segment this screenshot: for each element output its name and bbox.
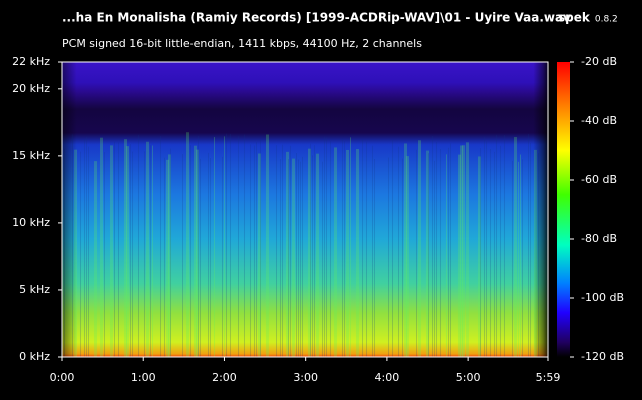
y-tick-label: 20 kHz xyxy=(12,82,50,95)
subtitle: PCM signed 16-bit little-endian, 1411 kb… xyxy=(62,37,422,50)
file-title: ...ha En Monalisha (Ramiy Records) [1999… xyxy=(62,11,571,25)
y-tick-label: 10 kHz xyxy=(12,216,50,229)
color-tick-label: -100 dB xyxy=(581,291,624,304)
color-bar xyxy=(557,62,570,357)
y-tick-label: 0 kHz xyxy=(19,350,50,363)
color-tick-label: -20 dB xyxy=(581,55,617,68)
color-tick-label: -60 dB xyxy=(581,173,617,186)
app-version: 0.8.2 xyxy=(595,15,618,25)
x-tick-label: 0:00 xyxy=(50,371,75,384)
y-tick-label: 15 kHz xyxy=(12,149,50,162)
plot-border xyxy=(61,61,549,358)
color-tick-label: -40 dB xyxy=(581,114,617,127)
x-tick-label: 5:00 xyxy=(456,371,481,384)
color-tick-label: -120 dB xyxy=(581,350,624,363)
y-tick-label: 22 kHz xyxy=(12,55,50,68)
x-tick-label: 3:00 xyxy=(293,371,318,384)
x-tick-label: 5:59 xyxy=(536,371,561,384)
x-tick-label: 4:00 xyxy=(375,371,400,384)
spectrum-fade xyxy=(62,62,548,357)
x-tick-label: 2:00 xyxy=(212,371,237,384)
y-tick-label: 5 kHz xyxy=(19,283,50,296)
color-tick-label: -80 dB xyxy=(581,232,617,245)
x-tick-label: 1:00 xyxy=(131,371,156,384)
app-name: spek xyxy=(558,11,591,25)
